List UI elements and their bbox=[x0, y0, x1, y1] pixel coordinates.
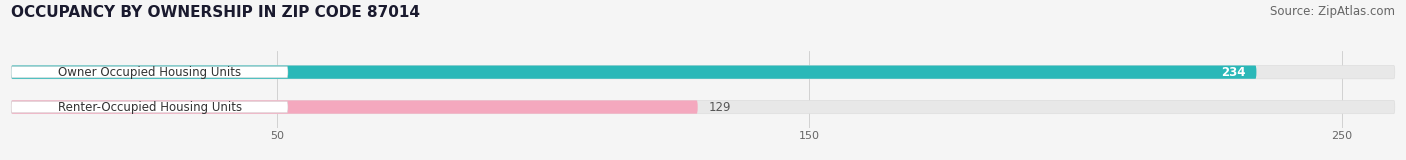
Text: 234: 234 bbox=[1222, 66, 1246, 79]
FancyBboxPatch shape bbox=[11, 100, 1395, 114]
FancyBboxPatch shape bbox=[11, 67, 288, 78]
FancyBboxPatch shape bbox=[11, 100, 697, 114]
FancyBboxPatch shape bbox=[11, 65, 1395, 79]
Text: Renter-Occupied Housing Units: Renter-Occupied Housing Units bbox=[58, 100, 242, 114]
Text: Source: ZipAtlas.com: Source: ZipAtlas.com bbox=[1270, 5, 1395, 18]
FancyBboxPatch shape bbox=[11, 65, 1257, 79]
FancyBboxPatch shape bbox=[11, 101, 288, 113]
Text: OCCUPANCY BY OWNERSHIP IN ZIP CODE 87014: OCCUPANCY BY OWNERSHIP IN ZIP CODE 87014 bbox=[11, 5, 420, 20]
Text: Owner Occupied Housing Units: Owner Occupied Housing Units bbox=[58, 66, 242, 79]
Text: 129: 129 bbox=[709, 100, 731, 114]
